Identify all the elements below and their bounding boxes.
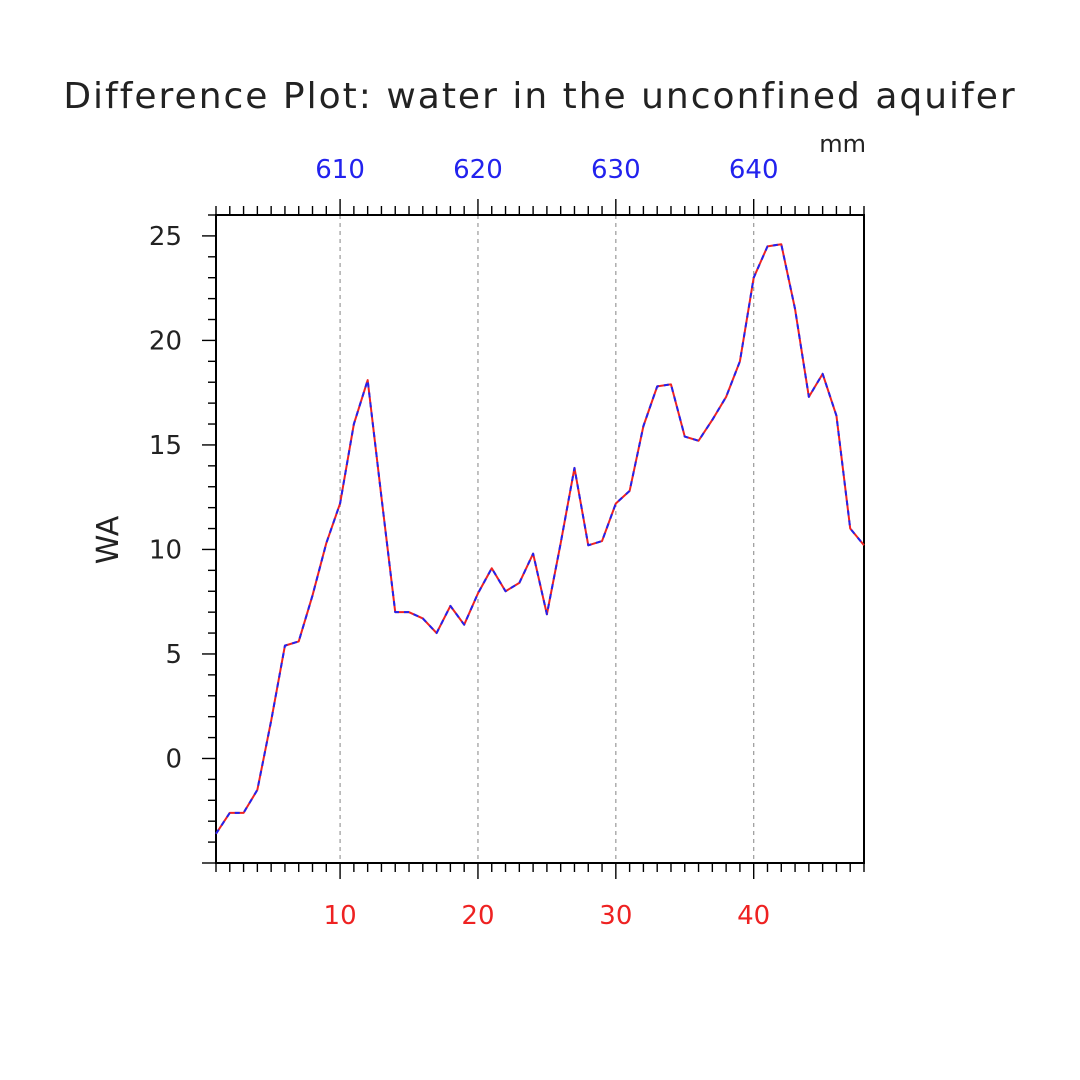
- y-axis-ticks: 0 5 10 15 20 25: [149, 214, 216, 864]
- unit-label: mm: [819, 130, 866, 158]
- bottom-x-tick-label: 40: [737, 901, 770, 931]
- y-tick-label: 15: [149, 431, 182, 461]
- top-x-tick-label: 610: [315, 155, 365, 185]
- y-tick-label: 10: [149, 535, 182, 565]
- bottom-x-tick-label: 30: [599, 901, 632, 931]
- top-x-axis-ticks: 610 620 630 640: [215, 155, 865, 215]
- y-tick-label: 25: [149, 222, 182, 252]
- axes: [215, 214, 865, 864]
- bottom-x-tick-label: 20: [461, 901, 494, 931]
- plot-frame: [215, 214, 865, 864]
- y-tick-label: 0: [165, 744, 182, 774]
- top-x-tick-label: 630: [591, 155, 641, 185]
- chart-title: Difference Plot: water in the unconfined…: [63, 76, 1016, 117]
- grid-lines: [339, 215, 755, 863]
- y-tick-label: 20: [149, 326, 182, 356]
- series-line: [215, 243, 865, 835]
- y-axis-label: WA: [91, 515, 126, 564]
- y-tick-label: 5: [165, 640, 182, 670]
- top-x-tick-label: 640: [729, 155, 779, 185]
- top-x-tick-label: 620: [453, 155, 503, 185]
- bottom-x-axis-ticks: 10 20 30 40: [215, 863, 865, 931]
- series-lines: [215, 243, 865, 835]
- series-line-overlay: [215, 243, 865, 835]
- bottom-x-tick-label: 10: [324, 901, 357, 931]
